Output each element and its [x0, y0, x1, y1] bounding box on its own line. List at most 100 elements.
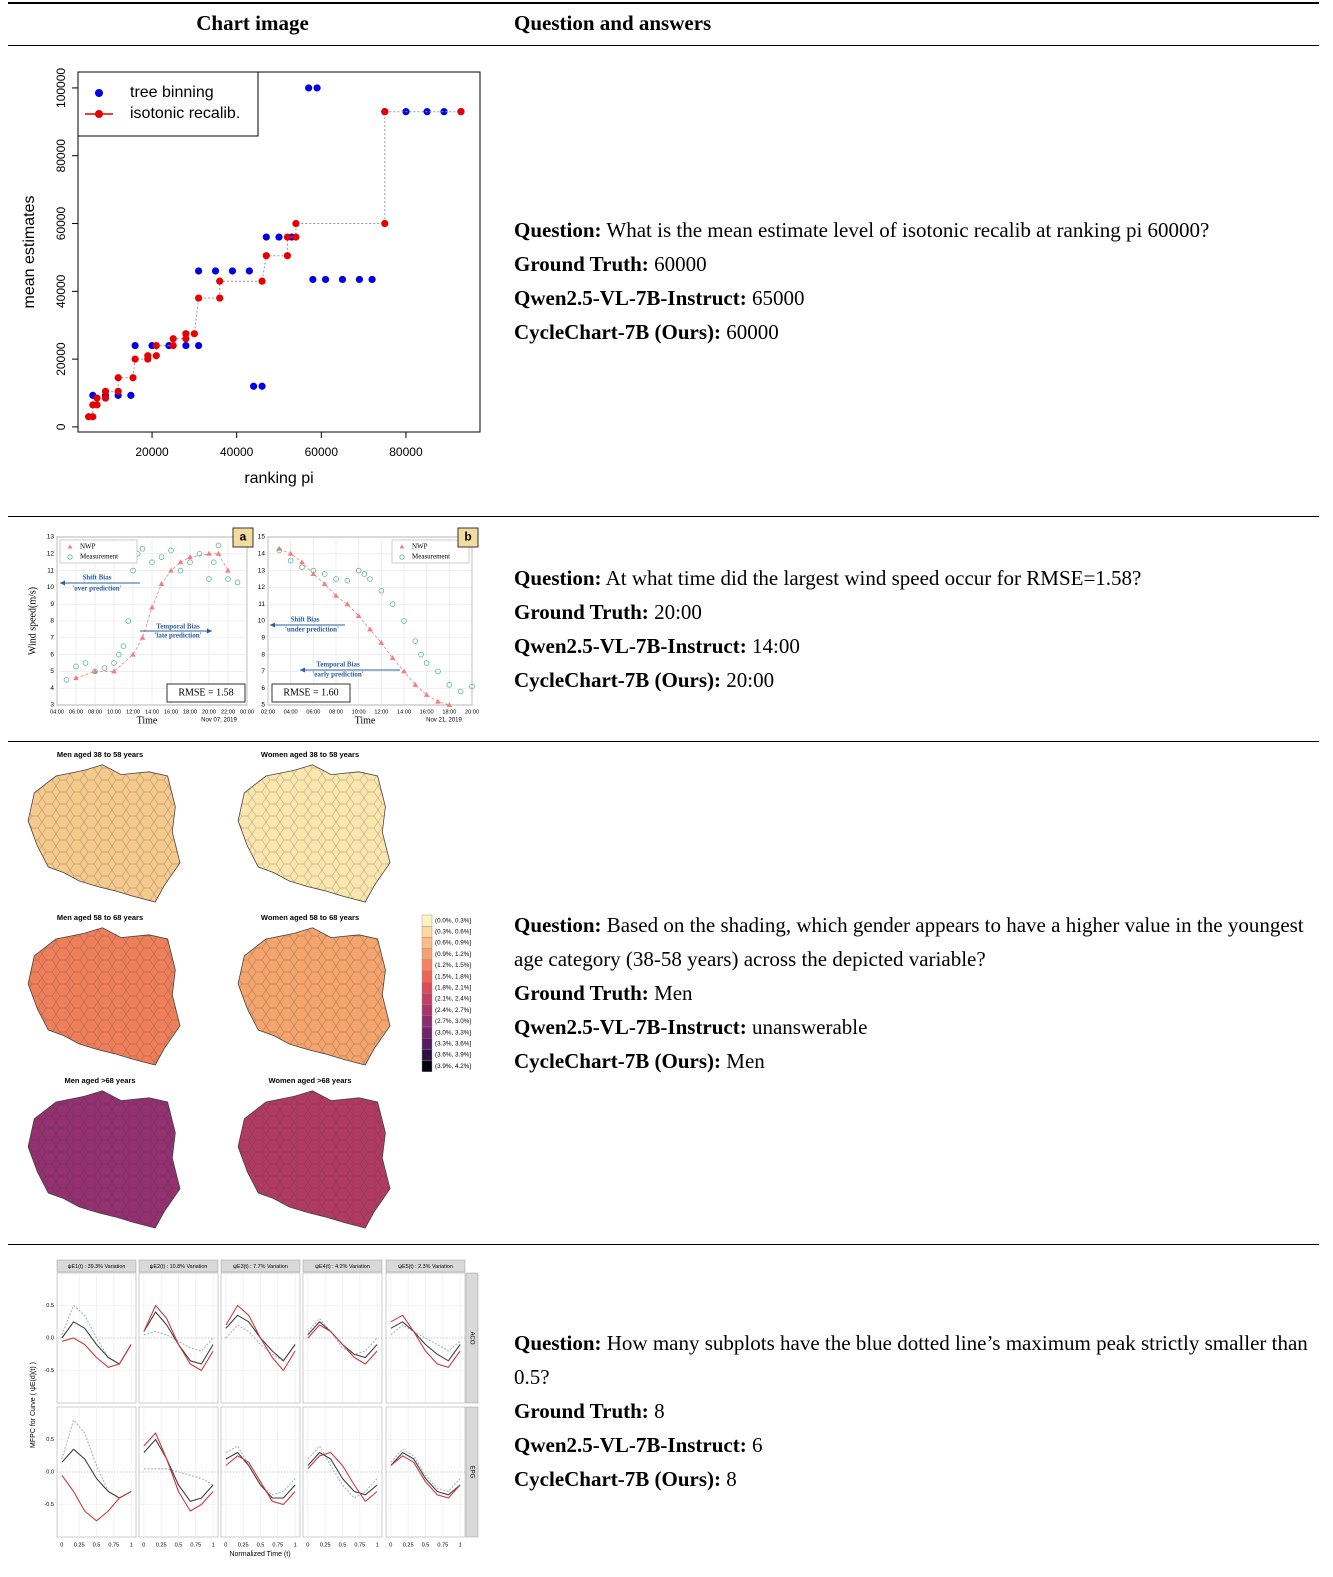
answer: CycleChart-7B (Ours): 8	[514, 1462, 1319, 1496]
strip-label: ACO	[468, 1331, 474, 1344]
x-axis-label: Time	[355, 715, 376, 726]
nwp-point	[225, 567, 231, 573]
legend-marker	[399, 544, 405, 549]
measurement-point	[234, 579, 241, 586]
map-districts	[28, 764, 180, 902]
x-tick-label: 0.75	[108, 1542, 119, 1548]
x-tick-label: 80000	[389, 445, 423, 459]
row-rule	[8, 741, 1319, 742]
legend-swatch	[421, 914, 433, 927]
x-tick-label: 00:00	[240, 709, 254, 715]
measurement-point	[149, 559, 155, 565]
answer: CycleChart-7B (Ours): 20:00	[514, 663, 1319, 697]
point	[195, 294, 203, 302]
x-tick-label: 0.5	[175, 1542, 183, 1548]
answer: Qwen2.5-VL-7B-Instruct: 65000	[514, 281, 1319, 315]
arrow-head	[270, 622, 275, 628]
nwp-point	[149, 604, 155, 610]
x-tick-label: 0	[142, 1542, 145, 1548]
x-tick-label: 0.75	[190, 1542, 201, 1548]
answer-label: Ground Truth:	[514, 1398, 649, 1423]
point	[216, 277, 224, 285]
point	[114, 374, 122, 382]
x-tick-label: 0	[60, 1542, 63, 1548]
panel-tag: a	[240, 530, 247, 544]
point	[152, 341, 160, 350]
strip-label: ψE3(t) : 7.7% Variation	[233, 1264, 288, 1270]
question-text: At what time did the largest wind speed …	[605, 565, 1142, 590]
legend-label: (3.9%, 4.2%]	[435, 1063, 471, 1070]
point	[195, 341, 203, 350]
scatter-chart: 20000 40000 60000 80000 0 20000 40000 60000 8000…	[21, 68, 481, 487]
legend-label: NWP	[80, 543, 96, 551]
legend-swatch	[421, 948, 433, 960]
x-tick-label: 1	[130, 1542, 133, 1548]
point	[93, 401, 101, 409]
measurement-point	[446, 682, 453, 688]
top-rule	[8, 2, 1319, 4]
legend-label: (3.0%, 3.3%]	[435, 1029, 471, 1036]
y-tick-label: 7	[50, 635, 54, 642]
legend-swatch	[421, 1026, 433, 1039]
question: Question: At what time did the largest w…	[514, 561, 1319, 595]
column-header: Question and answers	[514, 11, 712, 35]
answer: Ground Truth: 8	[514, 1394, 1319, 1428]
strip	[138, 1259, 219, 1273]
point	[258, 382, 266, 390]
measurement-point	[120, 643, 127, 649]
map-districts	[28, 1090, 180, 1228]
nwp-point	[206, 550, 212, 556]
measurement-point	[101, 665, 108, 671]
map-title: Women aged >68 years	[268, 1076, 351, 1085]
y-tick-label: 0.0	[46, 1335, 54, 1341]
point	[182, 330, 190, 338]
legend-swatch	[421, 1037, 433, 1050]
legend-label: (1.8%, 2.1%]	[435, 984, 471, 991]
point	[262, 233, 270, 241]
x-tick-label: 0	[224, 1542, 227, 1548]
column-header: Chart image	[196, 11, 309, 35]
y-tick-label: 11	[258, 601, 265, 608]
legend-swatch	[421, 926, 433, 938]
answer-label: Ground Truth:	[514, 251, 649, 276]
y-tick-label: 14	[258, 551, 266, 558]
point	[152, 352, 160, 360]
answer-label: Ground Truth:	[514, 980, 649, 1005]
answer-label: Qwen2.5-VL-7B-Instruct:	[514, 633, 747, 658]
y-tick-label: 13	[47, 534, 55, 541]
legend-box	[77, 71, 259, 137]
x-tick-label: 14:00	[397, 709, 411, 715]
point	[127, 391, 135, 399]
x-tick-label: 14:00	[145, 709, 159, 715]
x-tick-label: 60000	[305, 445, 339, 459]
question: Question: How many subplots have the blu…	[514, 1326, 1319, 1394]
question-text: How many subplots have the blue dotted l…	[514, 1330, 1308, 1389]
facet-chart: ψE1(t) : 39.3% Variation ψE2(t) : 10.8% V…	[30, 1259, 479, 1558]
point	[292, 219, 300, 228]
measurement-point	[196, 550, 203, 557]
x-tick-label: 0.75	[354, 1542, 365, 1548]
nwp-point	[139, 634, 146, 640]
point	[275, 233, 283, 241]
x-tick-label: 16:00	[420, 709, 434, 715]
x-tick-label: 0.75	[437, 1542, 448, 1548]
y-tick-label: 9	[50, 601, 54, 608]
legend-swatch	[421, 993, 433, 1005]
measurement-point	[287, 557, 294, 564]
y-tick-label: 12	[258, 584, 266, 591]
qa-cell: Question: At what time did the largest w…	[514, 516, 1319, 741]
strip	[56, 1259, 137, 1273]
question-text: What is the mean estimate level of isoto…	[606, 217, 1210, 242]
y-tick-label: 20000	[54, 342, 68, 376]
point	[262, 252, 270, 260]
y-axis-label: MFPC for Curve ( ψE(d)(t) )	[30, 1362, 37, 1448]
y-tick-label: 9	[261, 635, 265, 642]
curve	[225, 1455, 296, 1506]
curve	[61, 1337, 132, 1368]
strip	[465, 1406, 479, 1538]
point	[368, 275, 376, 284]
point	[182, 335, 190, 343]
annotation: 'early prediction'	[312, 671, 363, 679]
